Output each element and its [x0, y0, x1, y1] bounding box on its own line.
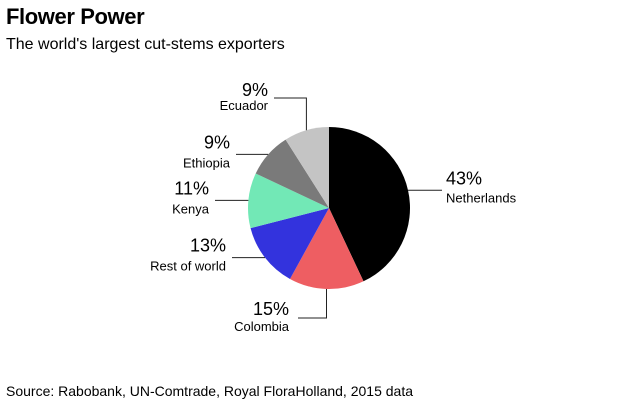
data-label-kenya: 11% [174, 178, 209, 198]
data-label-colombia: 15% [253, 299, 289, 319]
source-note: Source: Rabobank, UN-Comtrade, Royal Flo… [6, 383, 413, 399]
chart-title: Flower Power [6, 4, 145, 29]
leader-line-colombia [298, 289, 327, 319]
pie-slices [247, 127, 410, 289]
leader-line-ecuador [274, 97, 307, 131]
pie-slice-ethiopia [255, 139, 329, 208]
data-label-netherlands: 43% [446, 168, 482, 188]
category-label-ecuador: Ecuador [220, 98, 269, 113]
category-label-netherlands: Netherlands [446, 190, 517, 205]
category-label-rest-of-world: Rest of world [150, 259, 226, 274]
pie-slice-kenya [247, 173, 329, 229]
pie-slice-rest-of-world [250, 208, 329, 279]
category-label-kenya: Kenya [172, 201, 210, 216]
data-label-ecuador: 9% [242, 80, 268, 100]
pie-slice-netherlands [329, 127, 410, 282]
slice-labels: 43% Netherlands 15%Colombia 13% Rest of worl… [150, 80, 516, 334]
category-label-colombia: Colombia [234, 319, 290, 334]
data-label-ethiopia: 9% [204, 132, 230, 152]
chart-subtitle: The world's largest cut-stems exporters [6, 36, 285, 53]
pie-slice-colombia [289, 208, 364, 289]
pie-slice-ecuador [285, 127, 329, 208]
data-label-rest-of-world: 13% [190, 236, 226, 256]
category-label-ethiopia: Ethiopia [183, 155, 231, 170]
